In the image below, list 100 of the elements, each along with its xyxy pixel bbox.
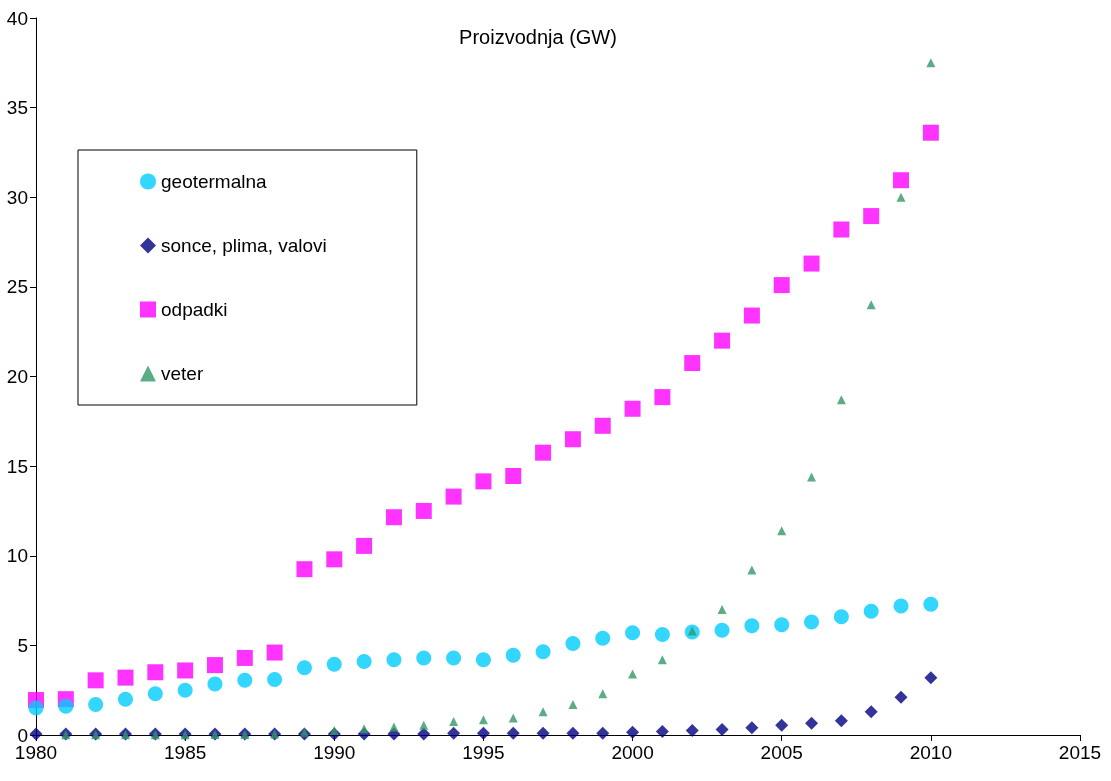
point [445, 488, 462, 505]
x-tick-label: 1995 [462, 742, 505, 763]
point [685, 724, 699, 738]
y-tick-label: 10 [6, 545, 28, 567]
point [177, 662, 194, 679]
point [744, 618, 760, 634]
point [714, 332, 731, 349]
point [419, 720, 429, 730]
legend-label: veter [161, 363, 204, 384]
chart-title: Proizvodnja (GW) [459, 26, 617, 48]
point [747, 565, 757, 575]
x-tick-label: 2005 [760, 742, 803, 763]
point [177, 682, 193, 698]
point [447, 726, 461, 740]
point [356, 537, 373, 554]
point [29, 727, 43, 741]
point [385, 509, 402, 526]
point [566, 726, 580, 740]
y-tick-label: 20 [6, 366, 28, 387]
y-tick-label: 25 [6, 276, 28, 298]
point [655, 724, 669, 738]
point [296, 561, 313, 578]
point [58, 698, 74, 714]
point [147, 664, 164, 681]
point [356, 654, 372, 669]
point [924, 671, 938, 685]
point [863, 603, 879, 619]
point [596, 726, 610, 740]
legend-label: odpadki [161, 299, 228, 320]
x-tick-label: 2010 [909, 742, 952, 763]
point [894, 690, 908, 704]
point [745, 721, 759, 735]
point [505, 647, 521, 663]
point [416, 650, 432, 666]
point [628, 669, 638, 679]
point [565, 636, 581, 652]
point [299, 727, 309, 737]
point [237, 672, 253, 688]
point [207, 676, 223, 692]
point [446, 650, 462, 666]
point [478, 715, 488, 725]
point [654, 389, 671, 406]
point [896, 192, 906, 202]
point [625, 625, 641, 641]
x-tick-label: 2000 [611, 742, 654, 763]
point [773, 277, 790, 294]
point [807, 472, 817, 482]
point [475, 473, 492, 490]
point [775, 718, 789, 732]
point [834, 714, 848, 728]
point [536, 726, 550, 740]
point [359, 724, 369, 734]
legend-label: geotermalna [161, 171, 268, 192]
point [475, 652, 491, 668]
point [833, 609, 849, 625]
point [804, 614, 820, 630]
point [714, 622, 730, 638]
point [654, 627, 670, 643]
point [864, 705, 878, 719]
point [893, 598, 909, 614]
y-tick-label: 15 [6, 455, 28, 477]
point [594, 417, 611, 434]
point [893, 172, 910, 189]
y-tick-label: 5 [17, 634, 28, 656]
point [118, 691, 133, 707]
point [505, 467, 522, 484]
point [266, 644, 283, 661]
point [87, 672, 104, 689]
point [386, 652, 402, 668]
point [236, 649, 253, 666]
point [717, 605, 727, 615]
point [88, 697, 104, 713]
point [28, 700, 44, 716]
point [657, 655, 667, 665]
point [296, 660, 312, 676]
point [564, 431, 581, 448]
point [626, 725, 640, 739]
y-tick-label: 35 [6, 97, 28, 119]
point [535, 644, 551, 660]
point [449, 717, 459, 727]
point [922, 124, 939, 141]
point [568, 700, 578, 710]
x-tick-label: 2015 [1058, 742, 1102, 763]
point [684, 355, 701, 372]
point [506, 726, 520, 740]
point [805, 716, 819, 730]
point [117, 669, 134, 686]
y-tick-label: 40 [6, 7, 28, 29]
x-tick-label: 1990 [313, 742, 356, 763]
point [715, 723, 729, 737]
point [415, 502, 432, 519]
point [326, 551, 343, 568]
point [329, 726, 339, 736]
point [595, 630, 611, 646]
x-tick-label: 1985 [164, 742, 207, 763]
point [476, 726, 490, 740]
point [863, 208, 880, 225]
point [624, 400, 641, 417]
y-tick-label: 30 [6, 186, 28, 208]
point [326, 656, 342, 672]
